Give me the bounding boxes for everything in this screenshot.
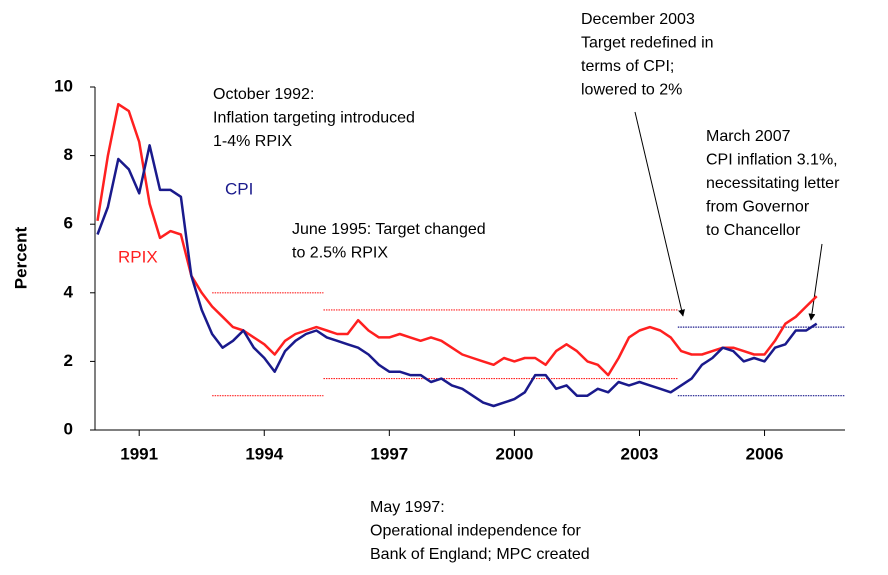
annotation: lowered to 2% bbox=[581, 82, 682, 99]
annotation: to 2.5% RPIX bbox=[292, 245, 388, 262]
annotation: Target redefined in bbox=[581, 35, 714, 52]
series-line bbox=[96, 102, 818, 377]
annotation: Operational independence for bbox=[370, 523, 581, 540]
x-tick-label: 2006 bbox=[746, 444, 784, 463]
x-tick-label: 2003 bbox=[621, 444, 659, 463]
annotation: from Governor bbox=[706, 199, 810, 216]
y-tick-label: 0 bbox=[64, 419, 73, 438]
annotation: December 2003 bbox=[581, 11, 695, 28]
annotation: Inflation targeting introduced bbox=[213, 110, 415, 127]
series-label: RPIX bbox=[118, 247, 158, 266]
series-label: CPI bbox=[225, 179, 253, 198]
annotation: Bank of England; MPC created bbox=[370, 546, 590, 563]
arrow bbox=[634, 111, 685, 317]
y-tick-label: 6 bbox=[64, 214, 73, 233]
arrow bbox=[808, 243, 823, 321]
annotation: October 1992: bbox=[213, 86, 314, 103]
annotation: 1-4% RPIX bbox=[213, 133, 292, 150]
y-tick-label: 2 bbox=[64, 351, 73, 370]
annotation: June 1995: Target changed bbox=[292, 221, 486, 238]
x-tick-label: 1997 bbox=[370, 444, 408, 463]
y-axis-label: Percent bbox=[11, 226, 30, 289]
series-line bbox=[96, 144, 818, 408]
y-tick-label: 10 bbox=[54, 76, 73, 95]
x-tick-label: 1991 bbox=[120, 444, 158, 463]
annotation: CPI inflation 3.1%, bbox=[706, 152, 838, 169]
annotation: March 2007 bbox=[706, 128, 791, 145]
y-tick-label: 8 bbox=[64, 145, 73, 164]
x-tick-label: 2000 bbox=[495, 444, 533, 463]
y-tick-label: 4 bbox=[64, 282, 74, 301]
annotation: to Chancellor bbox=[706, 222, 801, 239]
annotation: necessitating letter bbox=[706, 175, 840, 192]
annotation: terms of CPI; bbox=[581, 58, 674, 75]
x-tick-label: 1994 bbox=[245, 444, 283, 463]
annotation: May 1997: bbox=[370, 499, 445, 516]
